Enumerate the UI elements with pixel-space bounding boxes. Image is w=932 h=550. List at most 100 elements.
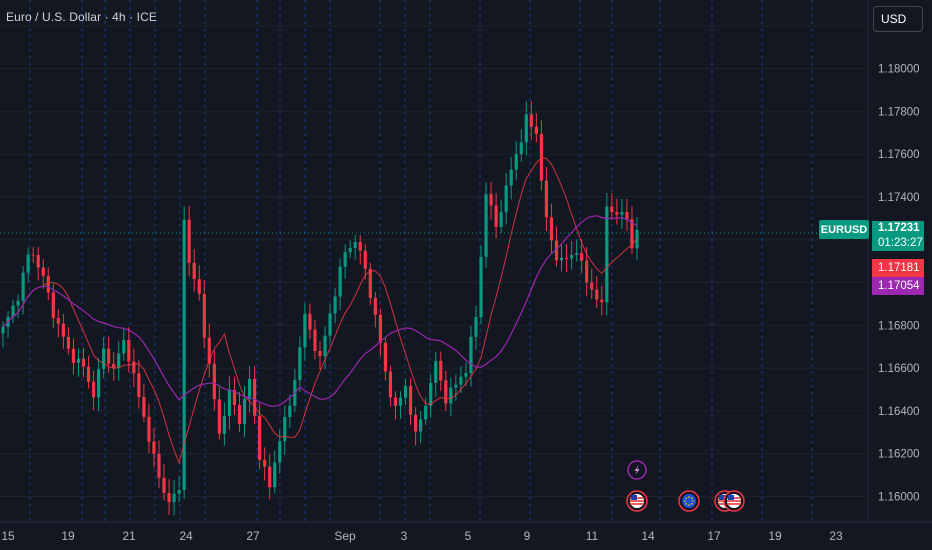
candle-body xyxy=(408,385,413,415)
candle-body xyxy=(393,397,398,406)
ma-short-line xyxy=(2,157,638,465)
candle-body xyxy=(182,219,186,491)
candle-body xyxy=(469,336,473,374)
ma-short-value-label: 1.17181 xyxy=(872,259,924,277)
ma-long-value-label: 1.17054 xyxy=(872,277,924,295)
ma-long-line xyxy=(2,215,638,407)
candle-body xyxy=(444,380,448,404)
candle-body xyxy=(615,212,619,215)
candle-body xyxy=(348,248,352,253)
candle-body xyxy=(187,219,191,263)
candle-body xyxy=(112,363,116,368)
y-tick-label: 1.16400 xyxy=(878,406,920,418)
candle-body xyxy=(388,371,393,398)
y-tick-label: 1.16800 xyxy=(878,320,920,332)
candle-body xyxy=(595,289,599,300)
candle-body xyxy=(610,206,614,213)
lightning-icon[interactable] xyxy=(627,460,647,480)
candle-body xyxy=(142,396,146,417)
candle-body xyxy=(71,348,76,363)
candle-body xyxy=(192,262,196,280)
candle-body xyxy=(499,212,503,227)
x-tick-label: 15 xyxy=(1,529,15,543)
y-tick-label: 1.17400 xyxy=(878,192,920,204)
candle-body xyxy=(278,441,282,463)
candle-body xyxy=(51,292,55,319)
last-price-label: 1.17231 xyxy=(872,221,924,236)
candle-body xyxy=(479,256,483,318)
us-flag-icon[interactable] xyxy=(723,490,745,512)
candle-body xyxy=(41,267,45,276)
candle-body xyxy=(132,361,136,374)
candle-body xyxy=(620,212,624,215)
candle-body xyxy=(46,275,50,293)
candle-body xyxy=(590,282,594,290)
candle-body xyxy=(605,206,609,303)
eu-flag-icon[interactable] xyxy=(678,490,700,512)
candle-body xyxy=(273,462,277,488)
candle-body xyxy=(529,114,533,127)
candle-body xyxy=(343,252,347,267)
candle-body xyxy=(36,254,40,268)
candle-body xyxy=(1,327,5,334)
candle-body xyxy=(630,219,634,249)
x-tick-label: 3 xyxy=(401,529,408,543)
candle-body xyxy=(313,329,317,351)
candle-body xyxy=(11,305,15,317)
candle-body xyxy=(554,240,559,261)
candle-body xyxy=(122,339,126,354)
candle-body xyxy=(232,390,237,406)
candle-body xyxy=(318,350,322,357)
candle-body xyxy=(398,397,403,406)
candle-body xyxy=(31,254,35,256)
candle-body xyxy=(464,373,468,377)
time-axis[interactable] xyxy=(0,522,932,550)
candle-body xyxy=(117,353,121,368)
candle-body xyxy=(222,416,226,434)
candle-body xyxy=(263,459,267,467)
candle-body xyxy=(91,381,96,398)
y-tick-label: 1.17800 xyxy=(878,106,920,118)
candle-body xyxy=(514,154,518,170)
y-tick-label: 1.17600 xyxy=(878,149,920,161)
candle-body xyxy=(61,323,65,337)
candle-body xyxy=(147,416,151,442)
candle-body xyxy=(358,242,362,251)
y-tick-label: 1.16200 xyxy=(878,449,920,461)
candle-body xyxy=(383,342,388,372)
candle-body xyxy=(439,360,443,381)
x-tick-label: 24 xyxy=(179,529,193,543)
currency-button[interactable]: USD xyxy=(873,6,923,32)
candle-body xyxy=(283,416,287,442)
candle-body xyxy=(484,194,488,257)
candle-body xyxy=(288,405,292,417)
y-tick-label: 1.16600 xyxy=(878,363,920,375)
candle-body xyxy=(202,293,206,338)
candle-body xyxy=(544,180,549,218)
candle-body xyxy=(419,419,423,432)
us-flag-icon[interactable] xyxy=(626,490,648,512)
candle-body xyxy=(76,358,81,363)
candle-body xyxy=(569,254,574,259)
candle-body xyxy=(81,358,86,367)
candle-body xyxy=(429,382,433,406)
x-tick-label: 23 xyxy=(829,529,843,543)
candle-body xyxy=(333,296,337,314)
candle-body xyxy=(237,405,242,425)
candle-body xyxy=(172,493,176,503)
candle-body xyxy=(373,297,377,315)
candle-body xyxy=(303,313,307,348)
candle-body xyxy=(97,369,101,398)
candle-body xyxy=(519,142,523,155)
x-tick-label: 11 xyxy=(586,529,599,543)
candle-body xyxy=(86,366,91,382)
candle-body xyxy=(338,266,342,297)
candle-body xyxy=(328,313,332,336)
candle-body xyxy=(368,268,372,298)
candle-body xyxy=(363,250,367,269)
candle-body xyxy=(434,360,438,383)
candle-body xyxy=(600,299,604,303)
countdown-label: 01:23:27 xyxy=(872,236,924,251)
